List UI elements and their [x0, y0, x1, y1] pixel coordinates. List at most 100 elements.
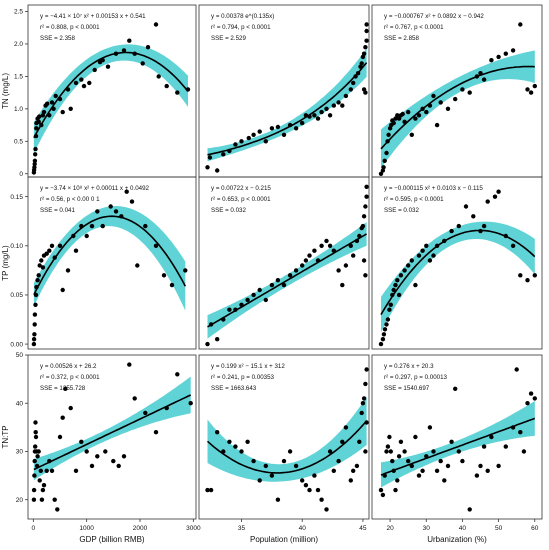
data-point: [518, 22, 523, 27]
data-point: [287, 122, 293, 128]
data-point: [161, 273, 167, 278]
data-point: [496, 189, 501, 194]
data-point: [39, 258, 44, 263]
data-point: [269, 282, 275, 288]
data-point: [37, 478, 42, 483]
data-point: [251, 458, 256, 464]
data-point: [51, 106, 56, 112]
data-point: [456, 223, 461, 229]
data-point: [119, 214, 124, 219]
x-tick-label: 35: [238, 525, 246, 532]
data-point: [340, 103, 345, 108]
data-point: [63, 386, 68, 391]
fit-line: [33, 394, 192, 471]
data-point: [364, 194, 369, 199]
data-point: [453, 96, 458, 102]
data-point: [95, 209, 100, 214]
data-point: [424, 243, 429, 248]
plot-area: [205, 184, 369, 347]
data-point: [351, 80, 356, 86]
annotation: r² = 0.767, p < 0.0001: [384, 24, 444, 31]
data-point: [31, 497, 37, 502]
data-point: [37, 263, 42, 268]
annotation: SSE = 1540.697: [384, 385, 430, 392]
data-point: [510, 243, 516, 248]
data-point: [45, 101, 50, 106]
data-point: [246, 135, 251, 141]
data-point: [424, 454, 429, 459]
data-point: [427, 258, 433, 263]
data-point: [438, 458, 443, 464]
data-point: [445, 106, 451, 112]
data-point: [391, 120, 396, 126]
x-axis-label: Population (million): [250, 535, 318, 544]
data-point: [245, 297, 250, 303]
data-point: [36, 449, 41, 454]
data-point: [363, 273, 368, 278]
data-point: [467, 90, 472, 95]
data-point: [528, 90, 534, 95]
data-point: [324, 106, 329, 112]
data-point: [449, 228, 454, 234]
data-point: [363, 381, 368, 387]
data-point: [359, 410, 364, 416]
x-tick-label: 2000: [133, 525, 148, 532]
data-point: [175, 90, 180, 95]
data-point: [354, 238, 360, 244]
data-point: [382, 158, 387, 163]
data-point: [32, 165, 37, 170]
data-point: [532, 273, 537, 278]
data-point: [239, 302, 244, 307]
data-point: [357, 233, 362, 239]
data-point: [221, 317, 226, 322]
data-point: [60, 415, 65, 420]
fit-line: [380, 229, 536, 316]
data-point: [391, 287, 396, 293]
panel-1-2: y = −0.000115 x² + 0.0103 x − 0.115 r² = …: [371, 176, 543, 350]
data-point: [221, 449, 226, 454]
plot-area: [205, 367, 369, 512]
data-point: [33, 444, 38, 449]
data-point: [41, 483, 47, 488]
data-point: [153, 22, 159, 27]
plot-area: [31, 22, 191, 175]
data-point: [351, 253, 356, 258]
data-point: [47, 458, 52, 464]
annotation: y = −4.41 × 10⁷ x² + 0.00153 x + 0.541: [40, 13, 146, 20]
data-point: [132, 396, 137, 401]
data-point: [496, 54, 501, 60]
annotation: r² = 0.241, p = 0.00353: [211, 374, 275, 381]
data-point: [481, 223, 487, 229]
data-point: [281, 132, 287, 137]
data-point: [485, 199, 490, 204]
data-point: [32, 332, 37, 337]
data-point: [315, 258, 321, 263]
data-point: [281, 458, 287, 464]
data-point: [420, 106, 425, 112]
data-point: [424, 109, 429, 115]
data-point: [145, 45, 151, 50]
data-point: [378, 341, 384, 347]
data-point: [510, 425, 516, 430]
data-point: [257, 287, 262, 293]
data-point: [319, 109, 324, 115]
data-point: [385, 139, 390, 144]
data-point: [79, 77, 84, 82]
data-point: [307, 114, 312, 119]
data-point: [442, 238, 447, 244]
data-point: [460, 458, 465, 464]
data-point: [315, 487, 321, 493]
data-point: [518, 273, 523, 278]
data-point: [413, 116, 418, 121]
data-point: [413, 282, 418, 288]
annotation: y = 0.00722 x − 0.215: [211, 185, 271, 192]
data-point: [360, 401, 366, 406]
data-point: [269, 473, 275, 478]
data-point: [135, 263, 140, 268]
data-point: [343, 263, 349, 268]
plot-area: [31, 189, 188, 347]
annotation: y = −0.000767 x² + 0.0892 x − 0.942: [384, 13, 484, 20]
data-point: [287, 449, 293, 454]
data-point: [393, 116, 398, 121]
data-point: [57, 96, 63, 102]
